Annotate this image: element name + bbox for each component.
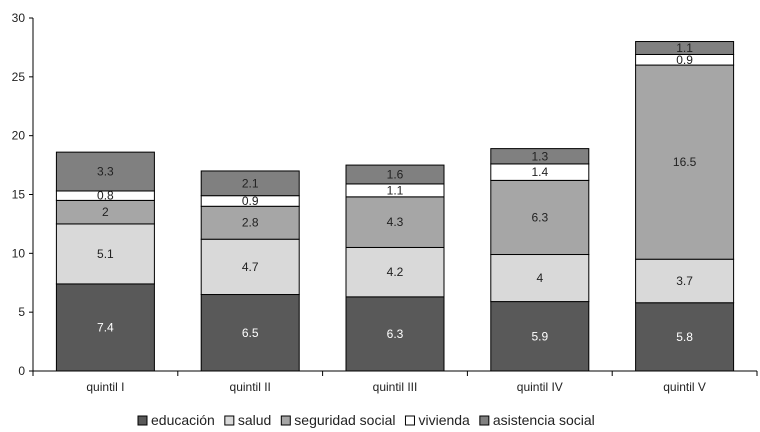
data-label: 6.3 (387, 327, 404, 341)
data-label: 4.2 (387, 265, 404, 279)
bar-segment (490, 179, 590, 256)
bar-segment (635, 302, 735, 372)
bar-segment (200, 294, 300, 372)
bar-segment (345, 196, 445, 248)
bar-segment (55, 283, 155, 372)
bar-segment (635, 41, 735, 55)
bar-segment (55, 151, 155, 192)
data-label: 5.1 (97, 247, 114, 261)
legend-entry: vivienda (418, 412, 470, 428)
data-label: 1.1 (676, 41, 693, 55)
y-tick-label: 20 (12, 129, 26, 143)
data-label: 5.9 (531, 329, 548, 343)
legend-entry: salud (238, 412, 271, 428)
data-label: 3.3 (97, 165, 114, 179)
x-category-label: quintil V (663, 380, 706, 394)
legend-swatch (280, 415, 291, 426)
data-label: 3.7 (676, 274, 693, 288)
x-category-label: quintil IV (517, 380, 563, 394)
bar-segment (490, 148, 590, 165)
data-label: 16.5 (673, 155, 697, 169)
bar-segment (200, 170, 300, 197)
data-label: 5.8 (676, 330, 693, 344)
x-category-label: quintil II (230, 380, 271, 394)
y-tick-label: 30 (12, 11, 26, 25)
legend-swatch (224, 415, 235, 426)
data-label: 1.6 (387, 167, 404, 181)
data-label: 7.4 (97, 320, 114, 334)
data-label: 1.3 (531, 149, 548, 163)
y-tick-label: 5 (18, 305, 25, 319)
data-label: 0.9 (242, 194, 259, 208)
bar-segment (345, 246, 445, 298)
data-label: 4.7 (242, 260, 259, 274)
data-label: 0.8 (97, 189, 114, 203)
legend-entry: seguridad social (294, 412, 395, 428)
data-label: 2.8 (242, 216, 259, 230)
data-label: 2 (102, 205, 109, 219)
data-label: 1.1 (387, 183, 404, 197)
x-category-label: quintil III (373, 380, 418, 394)
legend-entry: educación (151, 412, 215, 428)
legend-entry: asistencia social (493, 412, 595, 428)
bar-segment (200, 238, 300, 296)
y-tick-label: 10 (12, 246, 26, 260)
data-label: 4 (536, 271, 543, 285)
y-tick-label: 25 (12, 70, 26, 84)
bar-segment (345, 164, 445, 185)
x-category-label: quintil I (86, 380, 124, 394)
legend-swatch (137, 415, 148, 426)
bar-segment (345, 296, 445, 372)
bar-segment (490, 254, 590, 303)
bar-segment (635, 64, 735, 260)
data-label: 2.1 (242, 176, 259, 190)
legend-swatch (479, 415, 490, 426)
data-label: 1.4 (531, 165, 548, 179)
y-tick-label: 15 (12, 188, 26, 202)
data-label: 6.5 (242, 326, 259, 340)
data-label: 0.9 (676, 53, 693, 67)
bar-segment (55, 223, 155, 285)
y-tick-label: 0 (18, 364, 25, 378)
bar-segment (490, 301, 590, 372)
data-label: 6.3 (531, 210, 548, 224)
data-label: 4.3 (387, 215, 404, 229)
bar-segment (635, 258, 735, 304)
legend-swatch (404, 415, 415, 426)
